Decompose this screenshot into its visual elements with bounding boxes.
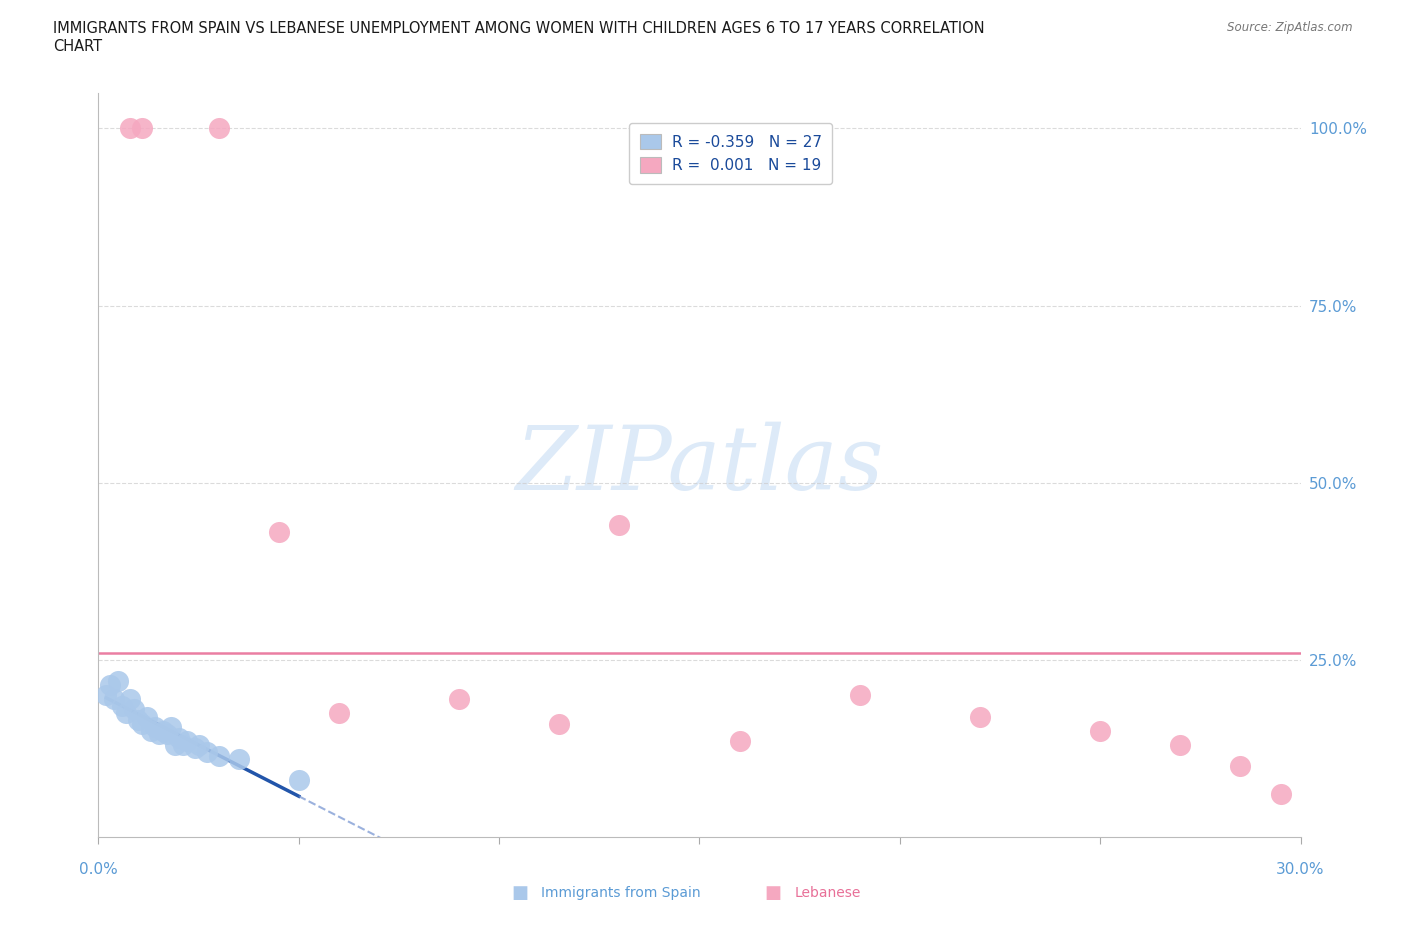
Point <box>267 525 290 539</box>
Point <box>152 724 174 738</box>
Point <box>96 688 118 703</box>
Point <box>172 737 194 752</box>
Point <box>1270 787 1292 802</box>
Point <box>548 716 571 731</box>
Point <box>208 121 231 136</box>
Point <box>969 709 991 724</box>
Point <box>1229 759 1251 774</box>
Point <box>1170 737 1192 752</box>
Text: 0.0%: 0.0% <box>79 862 118 877</box>
Point <box>115 706 138 721</box>
Point <box>288 773 311 788</box>
Point <box>124 702 146 717</box>
Point <box>328 706 350 721</box>
Point <box>120 691 142 706</box>
Point <box>131 121 153 136</box>
Point <box>155 727 177 742</box>
Point <box>139 724 162 738</box>
Text: ZIPatlas: ZIPatlas <box>515 421 884 509</box>
Point <box>176 734 198 749</box>
Point <box>143 720 166 735</box>
Point <box>148 727 170 742</box>
Text: CHART: CHART <box>53 39 103 54</box>
Point <box>100 677 122 692</box>
Point <box>728 734 751 749</box>
Point <box>135 709 157 724</box>
Legend: R = -0.359   N = 27, R =  0.001   N = 19: R = -0.359 N = 27, R = 0.001 N = 19 <box>628 123 832 184</box>
Point <box>128 712 150 727</box>
Point <box>107 673 129 688</box>
Text: Lebanese: Lebanese <box>794 885 860 900</box>
Point <box>1088 724 1111 738</box>
Point <box>609 518 631 533</box>
Text: IMMIGRANTS FROM SPAIN VS LEBANESE UNEMPLOYMENT AMONG WOMEN WITH CHILDREN AGES 6 : IMMIGRANTS FROM SPAIN VS LEBANESE UNEMPL… <box>53 21 986 36</box>
Text: ■: ■ <box>512 884 529 902</box>
Point <box>131 716 153 731</box>
Point <box>208 748 231 763</box>
Text: ■: ■ <box>765 884 782 902</box>
Point <box>159 720 181 735</box>
Point <box>111 698 134 713</box>
Point <box>167 730 190 745</box>
Point <box>228 751 250 766</box>
Point <box>163 737 186 752</box>
Text: Immigrants from Spain: Immigrants from Spain <box>541 885 702 900</box>
Point <box>183 741 205 756</box>
Point <box>447 691 470 706</box>
Point <box>195 745 218 760</box>
Point <box>187 737 209 752</box>
Text: Source: ZipAtlas.com: Source: ZipAtlas.com <box>1227 21 1353 34</box>
Text: 30.0%: 30.0% <box>1277 862 1324 877</box>
Point <box>120 121 142 136</box>
Point <box>849 688 872 703</box>
Point <box>103 691 125 706</box>
